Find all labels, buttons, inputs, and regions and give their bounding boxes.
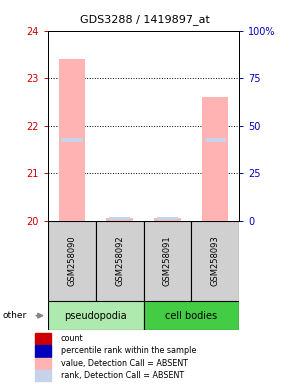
Bar [191, 221, 239, 301]
Bar [48, 301, 144, 330]
Text: GSM258090: GSM258090 [67, 236, 76, 286]
Bar [144, 301, 239, 330]
Bar [35, 345, 51, 356]
Text: GDS3288 / 1419897_at: GDS3288 / 1419897_at [80, 14, 210, 25]
Bar [144, 221, 191, 301]
Bar [35, 333, 51, 344]
Bar [109, 217, 130, 220]
Bar [154, 218, 181, 221]
Bar [106, 218, 133, 221]
Text: count: count [61, 334, 84, 343]
Bar [157, 217, 178, 220]
Text: percentile rank within the sample: percentile rank within the sample [61, 346, 196, 355]
Text: cell bodies: cell bodies [165, 311, 218, 321]
Bar [96, 221, 144, 301]
Text: pseudopodia: pseudopodia [64, 311, 127, 321]
Text: GSM258091: GSM258091 [163, 236, 172, 286]
Bar [35, 370, 51, 381]
Text: rank, Detection Call = ABSENT: rank, Detection Call = ABSENT [61, 371, 184, 380]
Bar [48, 221, 96, 301]
Bar [61, 138, 83, 142]
Bar [59, 59, 85, 221]
Bar [202, 97, 229, 221]
Bar [35, 358, 51, 369]
Text: value, Detection Call = ABSENT: value, Detection Call = ABSENT [61, 359, 188, 368]
Bar [204, 138, 226, 142]
Text: GSM258092: GSM258092 [115, 236, 124, 286]
Text: other: other [3, 311, 27, 320]
Text: GSM258093: GSM258093 [211, 236, 220, 286]
